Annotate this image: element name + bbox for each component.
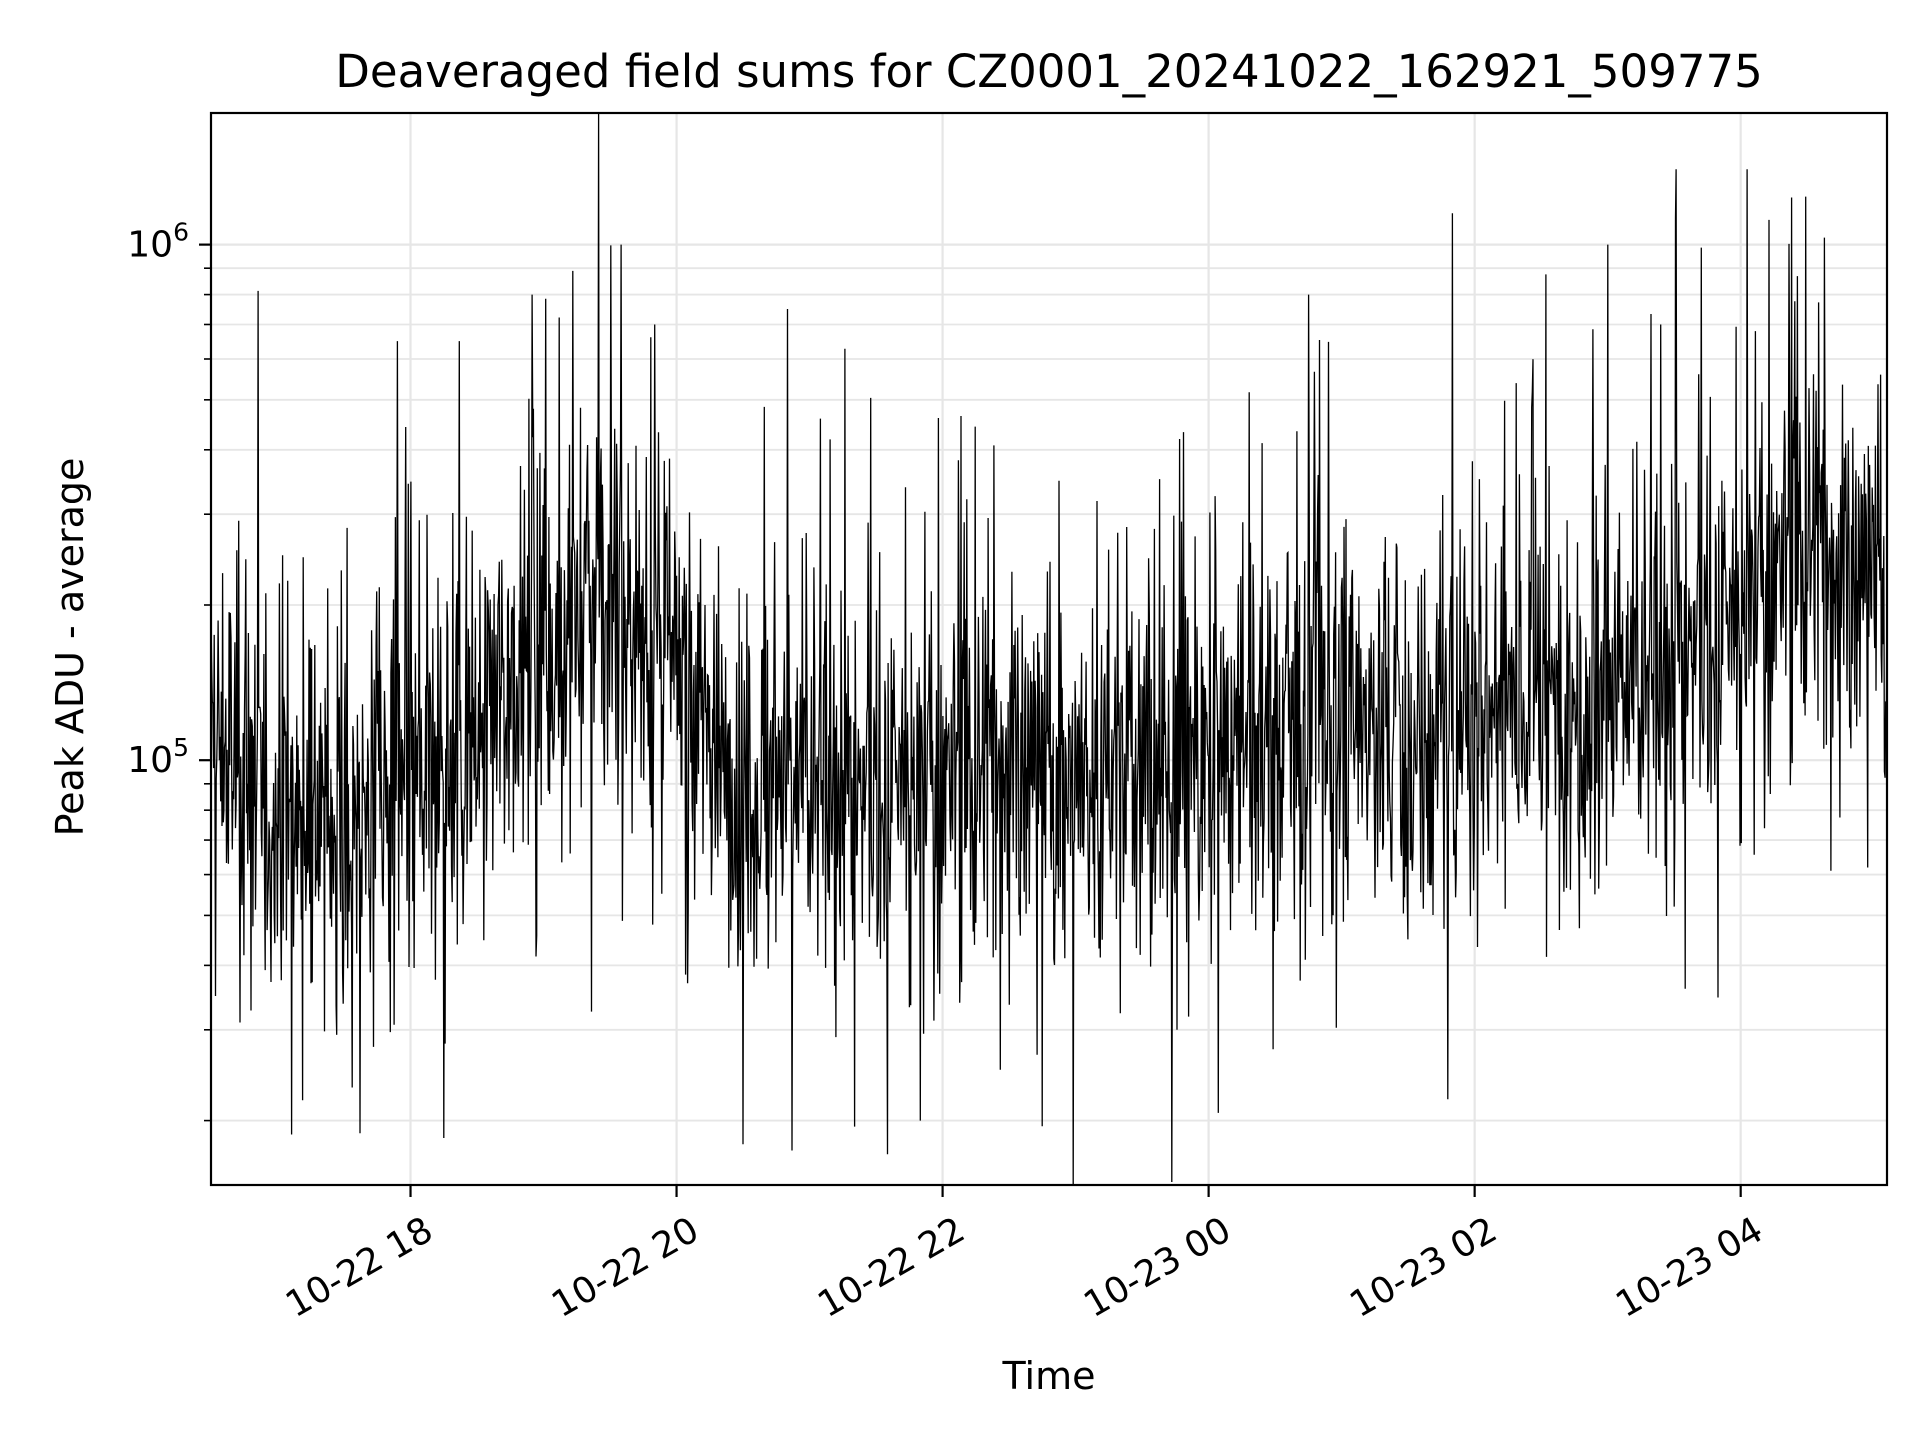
plot-frame [209, 111, 1889, 1187]
series-line [210, 112, 1888, 1186]
x-tick-label: 10-22 20 [545, 1209, 706, 1325]
y-tick-label: 105 [127, 733, 189, 781]
y-tick-label: 106 [127, 218, 189, 266]
chart-title: Deaveraged field sums for CZ0001_2024102… [335, 45, 1763, 98]
x-axis-label: Time [1002, 1354, 1096, 1398]
x-tick-label: 10-23 02 [1343, 1209, 1504, 1325]
y-axis-label: Peak ADU - average [48, 457, 92, 837]
x-tick-label: 10-22 22 [811, 1209, 972, 1325]
x-tick-label: 10-23 00 [1077, 1209, 1238, 1325]
x-tick-label: 10-23 04 [1609, 1209, 1770, 1325]
x-tick-label: 10-22 18 [279, 1209, 440, 1325]
